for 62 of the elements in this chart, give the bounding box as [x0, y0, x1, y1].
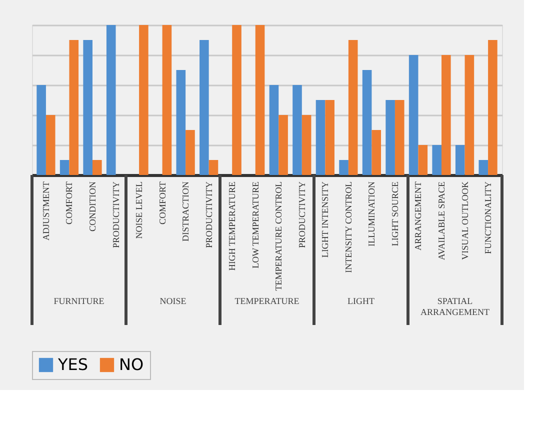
bar [316, 100, 326, 175]
x-tick-label: DISTRACTION [180, 181, 191, 242]
x-tick-label: CONDITION [87, 181, 98, 232]
bar [302, 115, 312, 175]
text: SPATIAL ARRANGEMENT [420, 296, 490, 317]
x-tick-label: COMFORT [64, 181, 74, 224]
x-tick-label: ILLUMINATION [366, 181, 377, 246]
x-tick-label: AVAILABLE SPACE [436, 181, 447, 260]
bar [60, 160, 70, 175]
bar [200, 40, 209, 175]
bar [372, 130, 382, 175]
bar [176, 70, 186, 175]
legend-label: YES [57, 355, 88, 374]
x-tick-label: COMFORT [157, 181, 168, 224]
bar [339, 160, 348, 175]
bar [232, 25, 242, 175]
bar [362, 70, 372, 175]
text: LIGHT [348, 296, 375, 306]
bar [83, 40, 92, 175]
bar [348, 40, 358, 175]
bar [455, 145, 465, 175]
bar [488, 40, 498, 175]
bar [162, 25, 172, 175]
bar [92, 160, 102, 175]
bar [186, 130, 195, 175]
legend-label: NO [119, 355, 144, 374]
bar [255, 25, 265, 175]
x-tick-label: NOISE LEVEL [134, 182, 144, 239]
bar [386, 100, 395, 175]
bar [442, 55, 451, 175]
bar [69, 40, 79, 175]
x-tick-label: LOW TEMPERATURE [250, 181, 260, 268]
x-tick-label: PRODUCTIVITY [204, 181, 214, 248]
x-tick-label: FUNCTIONALITY [483, 181, 494, 254]
x-tick-label: ARRANGEMENT [413, 181, 424, 250]
bar [46, 115, 56, 175]
bar [106, 25, 116, 175]
text: TEMPERATURE [234, 296, 300, 306]
x-tick-label: PRODUCTIVITY [296, 181, 307, 248]
bar [464, 55, 474, 175]
x-tick-label: VISUAL OUTLOOK [460, 181, 470, 260]
text: NOISE [160, 296, 187, 306]
x-tick-label: ADJUSTMENT [40, 181, 51, 241]
bar [478, 160, 488, 175]
bar [292, 85, 302, 175]
x-tick-label: LIGHT INTENSITY [320, 181, 330, 258]
bar [418, 145, 428, 175]
x-tick-label: INTENSITY CONTROL [343, 182, 354, 273]
x-tick-label: LIGHT SOURCE [390, 181, 400, 246]
bar [408, 55, 418, 175]
bar [432, 145, 442, 175]
text: FURNITURE [54, 296, 105, 306]
x-tick-label: TEMPERATURE CONTROL [274, 182, 284, 291]
bar [139, 25, 148, 175]
x-tick-label: PRODUCTIVITY [110, 181, 121, 248]
bar [36, 85, 46, 175]
bar [269, 85, 279, 175]
bar [208, 160, 218, 175]
x-tick-label: HIGH TEMPERATURE [227, 181, 238, 271]
bar [325, 100, 334, 175]
bar [394, 100, 404, 175]
bar [278, 115, 288, 175]
